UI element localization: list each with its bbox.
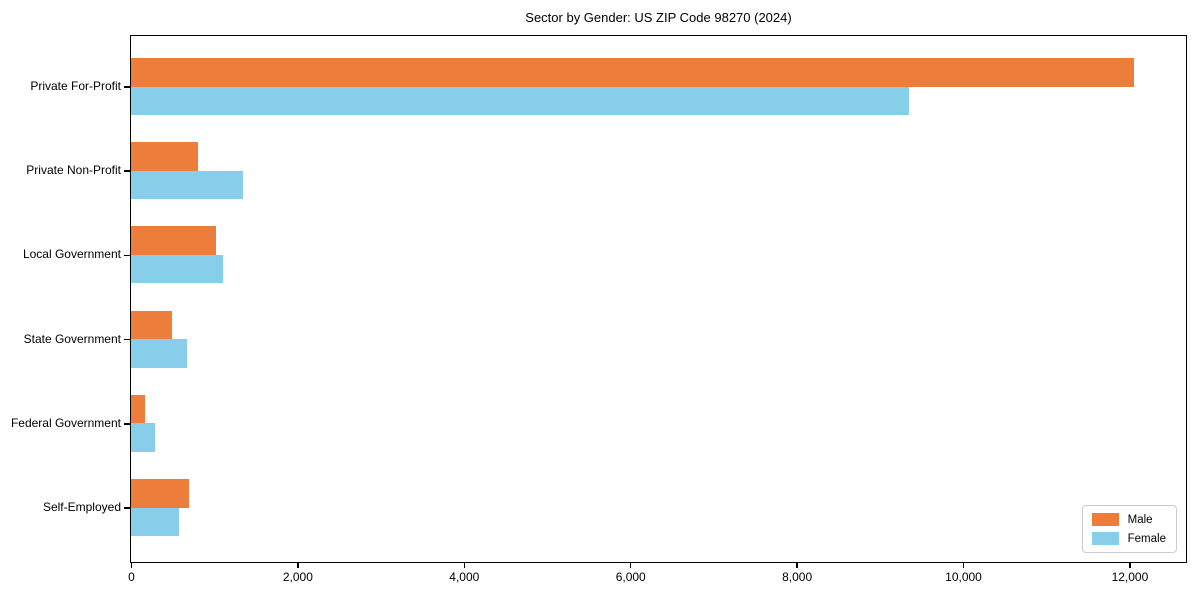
x-tick-mark (962, 563, 965, 568)
bar-female-3 (131, 254, 223, 284)
x-tick-mark (463, 563, 466, 568)
y-tick-mark (124, 86, 130, 88)
bar-male-4 (131, 310, 172, 340)
chart-title: Sector by Gender: US ZIP Code 98270 (202… (525, 10, 792, 25)
y-tick-label: Self-Employed (42, 500, 121, 514)
legend-label-female: Female (1127, 532, 1166, 545)
x-tick-label: 0 (128, 570, 135, 584)
x-tick-mark (1129, 563, 1131, 568)
x-tick-label: 6,000 (615, 570, 646, 584)
bar-female-1 (131, 86, 909, 115)
x-tick-label: 2,000 (282, 570, 313, 584)
y-tick-label: State Government (23, 331, 121, 346)
bar-female-6 (131, 507, 180, 536)
bar-female-5 (131, 423, 156, 452)
y-tick-mark (124, 254, 130, 257)
legend: Male Female (1081, 505, 1177, 553)
plot-area: Male Female (130, 35, 1187, 563)
bar-female-2 (131, 170, 244, 200)
x-tick-label: 10,000 (945, 570, 982, 584)
bar-male-6 (131, 479, 190, 508)
y-tick-label: Local Government (22, 247, 121, 262)
legend-swatch-female (1091, 532, 1119, 545)
y-tick-mark (124, 507, 130, 509)
x-tick-label: 8,000 (782, 570, 813, 584)
bar-male-5 (131, 394, 146, 424)
bar-male-1 (131, 58, 1134, 87)
x-tick-label: 4,000 (449, 570, 480, 584)
y-tick-label: Private For-Profit (30, 79, 121, 93)
legend-label-male: Male (1127, 513, 1153, 526)
x-tick-mark (796, 563, 798, 568)
legend-entry-female: Female (1091, 532, 1166, 545)
y-tick-mark (124, 338, 130, 341)
y-tick-label: Private Non-Profit (26, 163, 121, 178)
bar-male-3 (131, 226, 216, 255)
y-tick-mark (124, 170, 130, 172)
y-tick-label: Federal Government (10, 415, 121, 430)
bar-female-4 (131, 339, 187, 368)
x-tick-mark (297, 563, 299, 568)
x-tick-mark (130, 563, 133, 568)
bar-male-2 (131, 142, 198, 171)
y-tick-mark (124, 423, 130, 425)
x-tick-label: 12,000 (1111, 570, 1149, 584)
x-tick-mark (629, 563, 632, 568)
legend-swatch-male (1091, 513, 1119, 526)
legend-entry-male: Male (1091, 513, 1166, 526)
